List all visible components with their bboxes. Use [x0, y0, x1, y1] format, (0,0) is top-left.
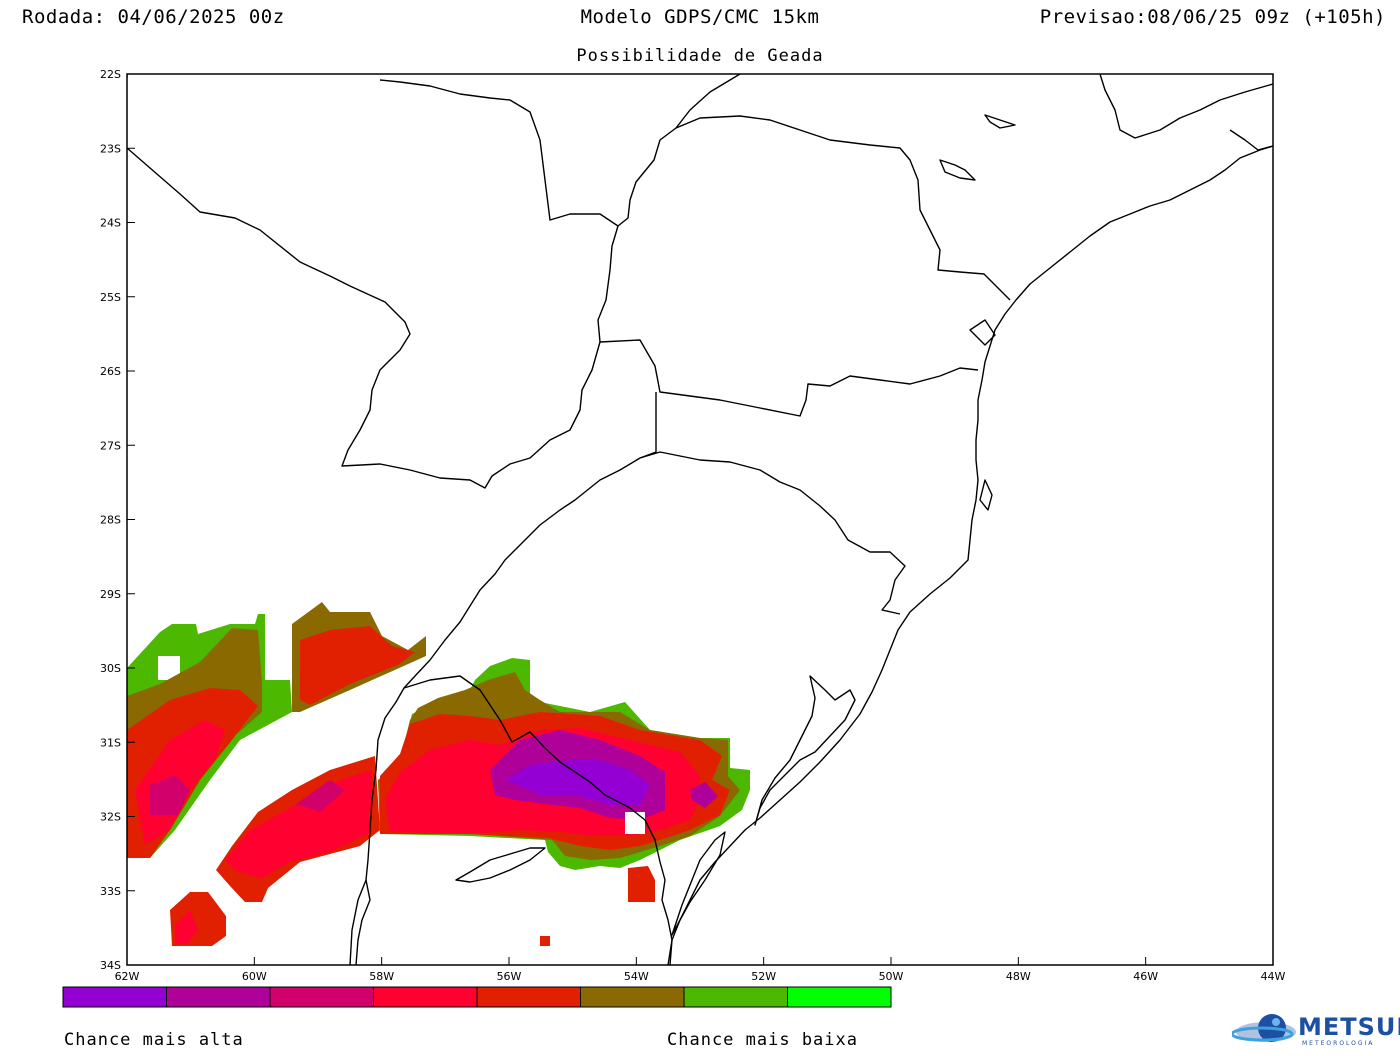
legend-swatch — [373, 986, 478, 1008]
border-pr-sc — [599, 339, 979, 417]
border-brazil-uruguay — [403, 675, 673, 965]
boundaries — [127, 74, 1273, 965]
border-ms-north — [675, 74, 741, 129]
coastline-atlantic — [667, 145, 1273, 965]
lat-tick-label: 26S — [100, 365, 121, 378]
frost-shading — [127, 602, 750, 946]
logo-name: METSUL — [1298, 1013, 1400, 1041]
border-ms-sp — [675, 115, 1011, 301]
lat-tick-label: 34S — [100, 959, 121, 972]
reservoir-1 — [939, 159, 976, 181]
border-sc-rs — [639, 451, 906, 615]
metsul-logo: METSUL METEOROLOGIA — [1230, 1008, 1400, 1052]
frost-area-central-violet — [505, 760, 650, 805]
run-time-label: Rodada: 04/06/2025 00z — [22, 6, 285, 28]
border-paraguay-brazil — [597, 127, 677, 343]
map-subtitle: Possibilidade de Geada — [576, 46, 824, 66]
lon-tick-label: 48W — [1006, 970, 1031, 983]
legend-swatch — [683, 986, 788, 1008]
lon-tick-label: 50W — [879, 970, 904, 983]
frost-area-west-magenta — [150, 775, 190, 815]
lon-tick-label: 52W — [751, 970, 776, 983]
frost-area-south-red — [628, 866, 655, 902]
lon-tick-label: 58W — [369, 970, 394, 983]
delta-parana — [455, 847, 546, 883]
lagoon-dos-patos — [754, 675, 856, 826]
lagoon-mirim — [671, 831, 726, 936]
coast-sp-inlets — [1099, 74, 1273, 139]
axis-ticks: 62W 60W 58W 56W 54W 52W 50W 48W 46W 44W 22S 23S 24S 2… — [100, 68, 1286, 983]
globe-icon — [1230, 1014, 1296, 1042]
lat-tick-label: 30S — [100, 662, 121, 675]
lon-tick-label: 60W — [242, 970, 267, 983]
legend-swatch — [787, 986, 892, 1008]
lon-tick-label: 54W — [624, 970, 649, 983]
lat-tick-label: 32S — [100, 811, 121, 824]
coast-rj — [1229, 129, 1273, 151]
lat-tick-label: 31S — [100, 736, 121, 749]
frost-area-central-magenta-east — [690, 782, 718, 808]
frost-area-west-gap — [158, 656, 180, 680]
reservoir-2 — [984, 114, 1016, 129]
frost-area-central-gap — [625, 812, 645, 834]
lat-tick-label: 25S — [100, 291, 121, 304]
lat-tick-label: 24S — [100, 217, 121, 230]
coast-sc-islands — [969, 319, 996, 346]
border-argentina-misiones — [349, 392, 657, 965]
legend-swatch — [166, 986, 271, 1008]
logo-tagline: METEOROLOGIA — [1302, 1040, 1375, 1047]
legend-colorbar — [62, 986, 892, 1008]
lat-tick-label: 27S — [100, 439, 121, 452]
lon-tick-label: 62W — [115, 970, 140, 983]
river-uruguay-south — [355, 879, 371, 965]
frost-area-south-speck — [540, 936, 550, 946]
legend-swatch — [580, 986, 685, 1008]
lat-tick-label: 23S — [100, 142, 121, 155]
lon-tick-label: 44W — [1261, 970, 1286, 983]
border-paraguay-west — [127, 147, 601, 489]
legend-label-high: Chance mais alta — [64, 1030, 244, 1050]
legend-swatch — [62, 986, 167, 1008]
lat-tick-label: 22S — [100, 68, 121, 81]
lon-tick-label: 46W — [1133, 970, 1158, 983]
frost-area-southwest-crimson — [175, 910, 198, 944]
forecast-time-label: Previsao:08/06/25 09z (+105h) — [1039, 6, 1386, 28]
legend-swatch — [476, 986, 581, 1008]
lat-tick-label: 28S — [100, 514, 121, 527]
frost-area-north-red — [300, 626, 415, 705]
legend-swatch — [269, 986, 374, 1008]
legend-label-low: Chance mais baixa — [667, 1030, 858, 1050]
lat-tick-label: 29S — [100, 588, 121, 601]
model-label: Modelo GDPS/CMC 15km — [580, 6, 820, 28]
coast-sc-lagoons — [979, 479, 993, 511]
border-paraguay-north — [379, 79, 619, 227]
frost-area-diagonal-magenta — [296, 780, 345, 812]
lon-tick-label: 56W — [497, 970, 522, 983]
lat-tick-label: 33S — [100, 885, 121, 898]
